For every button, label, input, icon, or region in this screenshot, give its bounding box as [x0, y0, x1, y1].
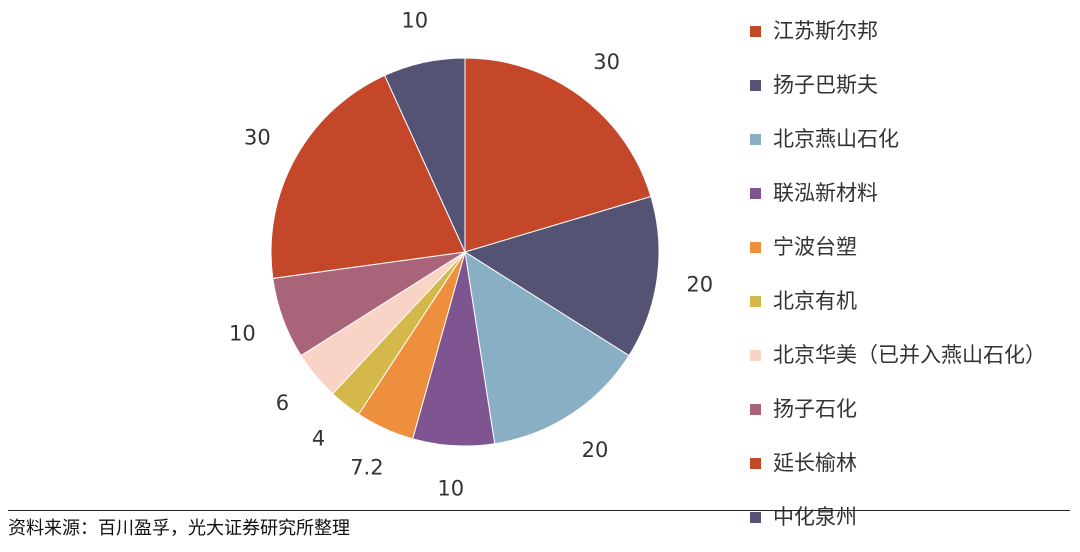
legend-item: 中化泉州: [742, 498, 1042, 552]
pie-slice: [270, 74, 466, 279]
legend-swatch: [750, 26, 761, 37]
legend-label: 延长榆林: [773, 451, 857, 475]
legend-label: 江苏斯尔邦: [773, 19, 878, 43]
legend-swatch: [750, 134, 761, 145]
source-note: 资料来源：百川盈孚，光大证券研究所整理: [8, 518, 350, 539]
pie-chart: 30 20 20 10 7.2 46 10 30 10: [229, 8, 713, 501]
slice-value-label: 20: [582, 438, 609, 462]
legend-item: 延长榆林: [742, 444, 1042, 498]
legend-swatch: [750, 242, 761, 253]
slice-value-label: 10: [401, 8, 428, 32]
legend-item: 北京燕山石化: [742, 120, 1042, 174]
source-divider: [8, 510, 1070, 511]
pie-slice: [464, 250, 630, 445]
legend-swatch: [750, 404, 761, 415]
legend-label: 北京华美（已并入燕山石化）: [773, 343, 1046, 367]
legend-swatch: [750, 296, 761, 307]
legend-item: 宁波台塑: [742, 228, 1042, 282]
legend-item: 北京华美（已并入燕山石化）: [742, 336, 1046, 390]
slice-value-label: 30: [244, 126, 271, 150]
legend-label: 宁波台塑: [773, 235, 857, 259]
legend-item: 联泓新材料: [742, 174, 1042, 228]
legend-swatch: [750, 512, 761, 523]
legend-item: 扬子巴斯夫: [742, 66, 1042, 120]
legend-label: 北京燕山石化: [773, 127, 899, 151]
legend-label: 联泓新材料: [773, 181, 878, 205]
slice-value-label: 30: [593, 50, 620, 74]
legend-label: 扬子巴斯夫: [773, 73, 878, 97]
legend-label: 北京有机: [773, 289, 857, 313]
slice-value-label: 6: [276, 391, 289, 415]
legend-item: 扬子石化: [742, 390, 1042, 444]
legend-item: 江苏斯尔邦: [742, 12, 1042, 66]
legend-label: 中化泉州: [773, 505, 857, 529]
legend-swatch: [750, 188, 761, 199]
pie-slice: [463, 195, 660, 357]
slice-value-label: 10: [229, 321, 256, 345]
slice-value-label: 20: [686, 272, 713, 296]
legend-swatch: [750, 458, 761, 469]
slice-value-label: 4: [312, 426, 325, 450]
legend: 江苏斯尔邦 扬子巴斯夫 北京燕山石化 联泓新材料 宁波台塑 北京有机 北京华美（…: [742, 12, 1046, 552]
legend-swatch: [750, 80, 761, 91]
pie-slice: [464, 57, 652, 253]
slice-value-label: 10: [437, 477, 464, 501]
legend-item: 北京有机: [742, 282, 1042, 336]
pie-slice: [384, 57, 466, 253]
slice-value-label: 7.2: [350, 456, 383, 480]
legend-swatch: [750, 350, 761, 361]
legend-label: 扬子石化: [773, 397, 857, 421]
